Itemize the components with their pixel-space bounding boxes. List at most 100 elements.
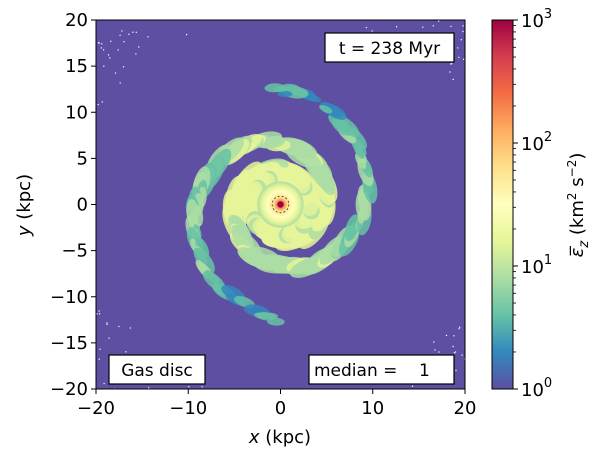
- noise-speck: [147, 36, 149, 38]
- svg-text:median = 1: median = 1: [314, 361, 430, 381]
- noise-speck: [129, 327, 131, 329]
- svg-text:Gas disc: Gas disc: [121, 361, 193, 381]
- spiral-arm-segment: [319, 104, 333, 114]
- colorbar-tick-label: 102: [521, 130, 552, 155]
- colorbar-major-ticks: 100 101 102 103: [513, 7, 552, 401]
- noise-speck: [396, 26, 398, 28]
- y-axis-label: y (kpc): [14, 174, 35, 237]
- noise-speck: [135, 31, 137, 33]
- noise-speck: [371, 30, 373, 32]
- colorbar: 100 101 102 103 ε̅z (km2 s−2): [491, 7, 592, 401]
- noise-speck: [455, 351, 457, 353]
- noise-speck: [128, 33, 130, 35]
- y-tick-label: −15: [50, 333, 88, 354]
- annotation-component: Gas disc: [108, 354, 206, 385]
- noise-speck: [462, 25, 464, 27]
- y-tick-label: 0: [77, 195, 88, 216]
- noise-speck: [98, 310, 100, 312]
- noise-speck: [121, 30, 123, 32]
- svg-text:t = 238 Myr: t = 238 Myr: [339, 39, 440, 59]
- noise-speck: [100, 47, 102, 49]
- noise-speck: [148, 387, 150, 389]
- noise-speck: [123, 41, 125, 43]
- noise-speck: [458, 56, 460, 58]
- spiral-arm-segment: [193, 247, 215, 274]
- x-tick-label: −20: [77, 398, 115, 419]
- noise-speck: [99, 348, 101, 350]
- noise-speck: [103, 382, 105, 385]
- noise-speck: [459, 326, 461, 328]
- noise-speck: [411, 385, 414, 387]
- noise-speck: [438, 351, 440, 353]
- noise-speck: [101, 43, 103, 45]
- noise-speck: [97, 42, 100, 44]
- spiral-arm-segment: [344, 214, 360, 242]
- noise-speck: [98, 358, 100, 360]
- noise-speck: [107, 54, 110, 56]
- noise-speck: [365, 27, 367, 29]
- y-tick-label: 15: [65, 56, 88, 77]
- noise-speck: [463, 58, 465, 60]
- spiral-arm-segment: [277, 90, 293, 98]
- noise-speck: [106, 322, 108, 324]
- noise-speck: [119, 82, 121, 84]
- y-tick-label: −20: [50, 379, 88, 400]
- noise-speck: [462, 30, 464, 33]
- noise-speck: [96, 313, 98, 315]
- noise-speck: [118, 325, 120, 328]
- noise-speck: [108, 337, 110, 339]
- noise-speck: [106, 323, 108, 325]
- noise-speck: [98, 42, 100, 44]
- noise-speck: [103, 49, 105, 51]
- core-peak: [277, 201, 284, 208]
- y-tick-label: 5: [77, 148, 88, 169]
- noise-speck: [451, 63, 453, 65]
- colorbar-tick-label: 100: [521, 376, 552, 401]
- y-tick-label: 10: [65, 102, 88, 123]
- noise-speck: [109, 57, 111, 59]
- colorbar-tick-label: 101: [521, 253, 552, 278]
- noise-speck: [138, 46, 140, 48]
- noise-speck: [457, 47, 459, 49]
- spiral-arm-segment: [267, 317, 285, 326]
- noise-speck: [101, 101, 103, 103]
- noise-speck: [135, 53, 137, 55]
- noise-speck: [461, 354, 463, 356]
- spiral-arms: [185, 83, 378, 326]
- y-tick-label: −10: [50, 287, 88, 308]
- noise-speck: [188, 386, 190, 388]
- noise-speck: [458, 328, 460, 330]
- core-contour: [271, 195, 290, 214]
- colorbar-label: ε̅z (km2 s−2): [565, 153, 592, 258]
- x-tick-label: 0: [275, 398, 286, 419]
- colorbar-gradient: [491, 19, 514, 390]
- noise-speck: [450, 25, 452, 27]
- galactic-core: [257, 181, 304, 228]
- noise-speck: [432, 25, 434, 27]
- inner-ring-segment: [301, 199, 319, 216]
- x-axis-label: x (kpc): [248, 427, 311, 448]
- x-tick-label: 20: [454, 398, 477, 419]
- noise-speck: [452, 345, 454, 348]
- noise-speck: [119, 34, 121, 36]
- noise-speck: [97, 104, 99, 106]
- noise-speck: [453, 352, 455, 354]
- noise-speck: [123, 66, 125, 68]
- noise-speck: [125, 351, 127, 353]
- noise-speck: [201, 386, 203, 388]
- noise-speck: [110, 40, 112, 42]
- x-tick-label: 10: [361, 398, 384, 419]
- x-axis-ticks: −20 −10 0 10 20: [77, 389, 476, 419]
- noise-speck: [452, 78, 454, 80]
- noise-speck: [450, 63, 452, 65]
- noise-speck: [438, 20, 440, 22]
- noise-speck: [460, 39, 462, 41]
- noise-speck: [117, 49, 119, 51]
- y-tick-label: 20: [65, 10, 88, 31]
- spiral-arm-segment: [328, 113, 351, 132]
- noise-speck: [455, 369, 457, 371]
- noise-speck: [186, 34, 188, 36]
- noise-speck: [99, 313, 101, 315]
- noise-speck: [434, 349, 436, 351]
